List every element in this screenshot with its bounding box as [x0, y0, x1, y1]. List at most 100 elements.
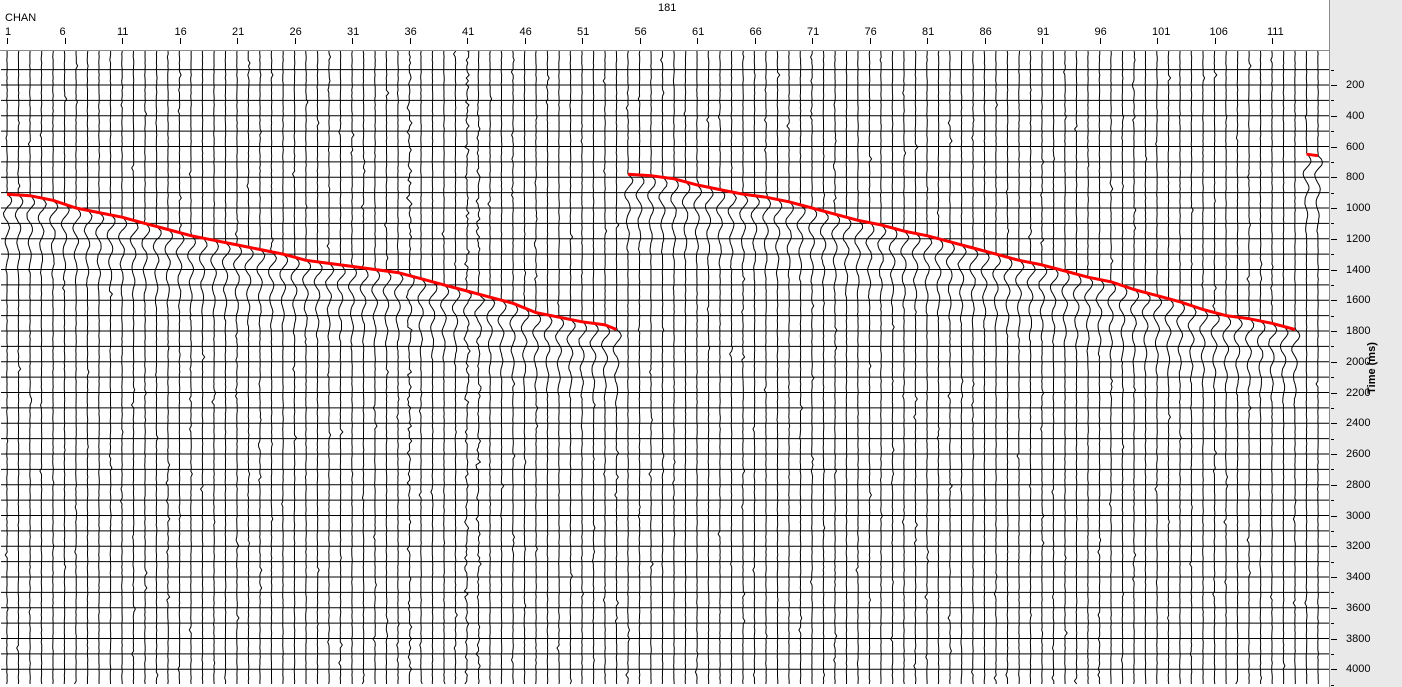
plot-background: [1, 51, 1329, 684]
channel-tick-mark: [869, 38, 871, 44]
trace-ch-87: [992, 50, 1002, 685]
trace-ch-63: [715, 50, 726, 685]
trace-ch-92: [1049, 50, 1059, 684]
trace-ch-107: [1222, 50, 1232, 685]
trace-ch-27: [302, 50, 312, 685]
time-minor-tick: [1331, 500, 1334, 502]
trace-ch-14: [152, 50, 162, 685]
time-tick-label: 2800: [1346, 478, 1371, 491]
trace-ch-59: [670, 50, 679, 685]
time-minor-tick: [1331, 346, 1334, 348]
channel-tick-label: 76: [864, 26, 877, 38]
trace-ch-33: [371, 50, 381, 685]
trace-ch-25: [279, 50, 289, 685]
channel-tick-mark: [639, 38, 641, 44]
trace-ch-106: [1210, 50, 1220, 685]
time-tick-label: 2200: [1346, 386, 1371, 399]
trace-ch-104: [1187, 50, 1197, 685]
pick-line-3[interactable]: [1306, 152, 1319, 158]
channel-tick-label: 91: [1037, 26, 1050, 38]
time-tick-mark: [1331, 484, 1337, 486]
trace-ch-91: [1038, 50, 1048, 685]
time-tick-label: 3400: [1346, 571, 1371, 583]
trace-ch-18: [198, 50, 208, 684]
trace-ch-102: [1164, 50, 1174, 685]
channel-tick-label: 111: [1267, 26, 1284, 38]
time-tick-label: 3800: [1346, 632, 1371, 645]
time-tick-mark: [1331, 208, 1337, 209]
channel-tick-label: 106: [1209, 26, 1228, 38]
trace-ch-45: [509, 50, 519, 684]
trace-ch-78: [888, 50, 898, 685]
time-minor-tick: [1331, 69, 1334, 71]
channel-header: [0, 0, 1330, 50]
time-tick-mark: [1331, 515, 1337, 517]
time-tick-label: 2400: [1346, 417, 1371, 430]
trace-ch-77: [877, 50, 887, 685]
trace-ch-81: [923, 50, 933, 684]
time-minor-tick: [1331, 469, 1334, 471]
time-minor-tick: [1331, 100, 1334, 102]
pick-line-1[interactable]: [6, 192, 618, 331]
time-minor-tick: [1331, 653, 1334, 655]
time-axis-title: Time (ms): [1366, 342, 1378, 394]
time-tick-mark: [1331, 423, 1337, 425]
time-tick-label: 1800: [1346, 325, 1371, 337]
trace-ch-110: [1256, 50, 1266, 685]
trace-ch-60: [681, 50, 691, 685]
trace-ch-44: [497, 50, 507, 685]
trace-ch-85: [969, 50, 979, 685]
time-tick-mark: [1331, 238, 1337, 240]
channel-tick-label: 86: [979, 26, 992, 38]
trace-ch-103: [1176, 50, 1185, 685]
channel-tick-mark: [754, 38, 756, 44]
trace-ch-51: [578, 50, 587, 685]
channel-tick-label: 61: [692, 26, 705, 38]
trace-ch-57: [647, 50, 656, 685]
trace-ch-40: [451, 50, 461, 685]
trace-ch-68: [773, 50, 783, 684]
time-tick-mark: [1331, 146, 1337, 148]
trace-ch-98: [1118, 50, 1128, 685]
time-tick-mark: [1331, 361, 1337, 363]
trace-ch-10: [106, 50, 116, 685]
time-tick-label: 2000: [1346, 355, 1371, 368]
channel-tick-label: 46: [519, 26, 532, 38]
time-tick-label: 1000: [1346, 202, 1371, 214]
trace-ch-38: [428, 50, 438, 685]
channel-tick-label: 26: [289, 26, 302, 38]
trace-ch-53: [600, 50, 610, 684]
time-tick-mark: [1331, 300, 1337, 302]
channel-tick-mark: [697, 38, 698, 44]
channel-tick-label: 66: [749, 26, 762, 38]
trace-ch-6: [60, 50, 70, 685]
time-tick-mark: [1331, 546, 1337, 548]
trace-ch-12: [129, 50, 139, 685]
trace-ch-72: [819, 50, 829, 685]
trace-ch-86: [980, 50, 990, 685]
channel-tick-mark: [179, 38, 181, 44]
trace-ch-1: [2, 50, 13, 685]
channel-tick-mark: [927, 38, 928, 44]
channel-tick-mark: [409, 38, 411, 44]
trace-ch-4: [37, 50, 47, 685]
time-tick-mark: [1331, 85, 1337, 86]
channel-tick-mark: [1099, 38, 1101, 44]
time-tick-label: 1200: [1346, 232, 1371, 245]
channel-tick-mark: [64, 38, 66, 44]
trace-ch-95: [1084, 50, 1094, 685]
trace-ch-52: [589, 50, 599, 685]
channel-tick-label: 11: [117, 26, 129, 38]
time-tick-mark: [1331, 577, 1337, 578]
time-tick-label: 600: [1346, 140, 1365, 153]
trace-ch-69: [785, 50, 794, 685]
trace-ch-49: [554, 50, 565, 685]
pick-line-2[interactable]: [627, 172, 1296, 331]
trace-ch-29: [324, 50, 335, 685]
trace-ch-111: [1268, 50, 1278, 685]
time-minor-tick: [1331, 284, 1334, 286]
trace-ch-94: [1072, 50, 1082, 685]
time-grid: [1, 69, 1329, 670]
